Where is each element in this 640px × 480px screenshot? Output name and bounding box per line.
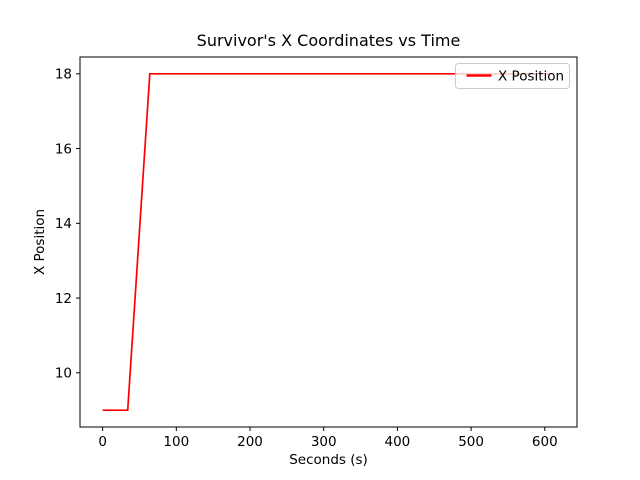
y-tick-label: 14 xyxy=(55,216,72,232)
legend-label: X Position xyxy=(498,69,564,85)
x-tick-label: 100 xyxy=(163,434,189,450)
axes-area: 0 100 200 300 400 500 600 10 12 14 16 18 xyxy=(55,56,578,450)
y-tick-label: 18 xyxy=(55,67,72,83)
plot-spines xyxy=(79,56,578,428)
y-tick-label: 10 xyxy=(55,366,72,382)
y-axis-label: X Position xyxy=(32,209,48,275)
x-tick-label: 300 xyxy=(311,434,337,450)
x-tick-label: 600 xyxy=(532,434,558,450)
y-tick-label: 16 xyxy=(55,141,72,157)
legend: X Position xyxy=(455,63,570,89)
series-line xyxy=(102,72,555,412)
x-tick-label: 500 xyxy=(458,434,484,450)
y-tick-label: 12 xyxy=(55,291,72,307)
x-tick-label: 400 xyxy=(385,434,411,450)
chart-title: Survivor's X Coordinates vs Time xyxy=(197,31,461,50)
x-axis-label: Seconds (s) xyxy=(289,452,368,468)
x-tick-label: 0 xyxy=(98,434,107,450)
x-tick-label: 200 xyxy=(237,434,263,450)
legend-box xyxy=(455,63,570,89)
